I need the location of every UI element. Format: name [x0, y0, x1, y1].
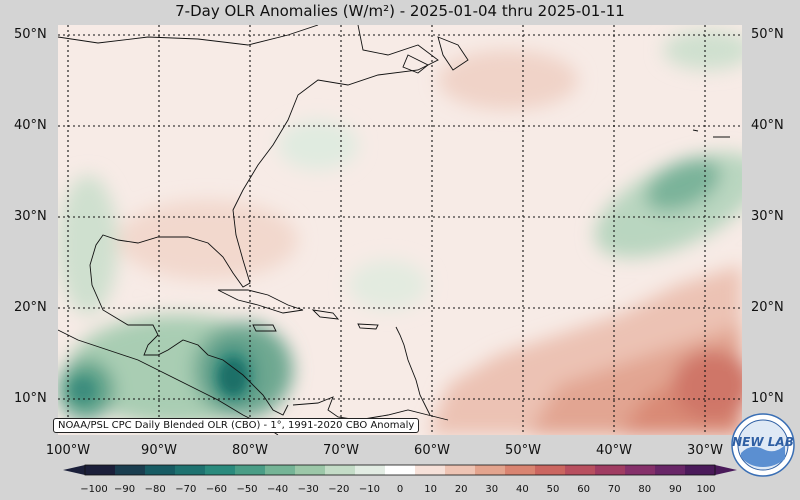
colorbar-tick-label: 0: [396, 484, 404, 495]
colorbar-tick-label: 90: [669, 484, 682, 495]
colorbar-tick-label: −30: [297, 484, 319, 495]
map-panel: [58, 25, 742, 435]
lon-label-90w: 90°W: [141, 443, 177, 458]
lon-label-100w: 100°W: [45, 443, 91, 458]
colorbar-tick-label: 40: [516, 484, 529, 495]
colorbar-cell: [655, 465, 686, 475]
colorbar-cell: [295, 465, 326, 475]
colorbar-tick-label: −80: [144, 484, 166, 495]
colorbar-cell: [565, 465, 596, 475]
colorbar-tick-label: 60: [577, 484, 590, 495]
lat-label-left-10n: 10°N: [14, 391, 47, 406]
colorbar-cell: [685, 465, 716, 475]
colorbar-cell: [325, 465, 356, 475]
noaa-logo-icon: NEW LAB: [731, 413, 795, 477]
colorbar-cell: [475, 465, 506, 475]
colorbar-cell: [205, 465, 236, 475]
lon-label-40w: 40°W: [596, 443, 632, 458]
lat-label-left-20n: 20°N: [14, 300, 47, 315]
colorbar-cell: [145, 465, 176, 475]
lon-label-80w: 80°W: [232, 443, 268, 458]
colorbar-tick-label: 70: [607, 484, 621, 495]
colorbar-cell: [535, 465, 566, 475]
colorbar-tick-label: −10: [358, 484, 380, 495]
lon-label-60w: 60°W: [414, 443, 450, 458]
lon-label-70w: 70°W: [323, 443, 359, 458]
colorbar-min-arrow: [63, 465, 85, 475]
colorbar-tick-label: −60: [205, 484, 227, 495]
colorbar-tick-label: 50: [546, 484, 560, 495]
lat-label-left-40n: 40°N: [14, 118, 47, 133]
lon-label-30w: 30°W: [687, 443, 723, 458]
logo-text: NEW LAB: [732, 435, 794, 449]
graticule: [58, 25, 742, 435]
data-source-credit: NOAA/PSL CPC Daily Blended OLR (CBO) - 1…: [53, 418, 420, 433]
lat-label-right-10n: 10°N: [751, 391, 784, 406]
colorbar-cell: [355, 465, 386, 475]
colorbar-tick-label: −90: [114, 484, 136, 495]
lat-label-left-30n: 30°N: [14, 209, 47, 224]
colorbar-cell: [505, 465, 536, 475]
olr-anomaly-field: [58, 25, 742, 435]
lat-label-right-40n: 40°N: [751, 118, 784, 133]
lat-label-right-20n: 20°N: [751, 300, 784, 315]
colorbar-tick-label: 100: [696, 484, 716, 495]
lat-label-right-30n: 30°N: [751, 209, 784, 224]
colorbar-cell: [625, 465, 656, 475]
colorbar: [63, 464, 737, 476]
colorbar-cell: [445, 465, 476, 475]
colorbar-tick-label: −20: [328, 484, 350, 495]
colorbar-cell: [415, 465, 446, 475]
colorbar-cell: [235, 465, 266, 475]
colorbar-max-arrow: [715, 465, 737, 475]
colorbar-tick-label: −50: [236, 484, 258, 495]
lon-label-50w: 50°W: [505, 443, 541, 458]
colorbar-cell: [115, 465, 146, 475]
colorbar-cell: [85, 465, 116, 475]
map-title: 7-Day OLR Anomalies (W/m²) - 2025-01-04 …: [175, 2, 625, 20]
colorbar-cell: [595, 465, 626, 475]
lat-label-left-50n: 50°N: [14, 27, 47, 42]
colorbar-tick-label: 20: [454, 484, 468, 495]
colorbar-tick-label: 80: [638, 484, 652, 495]
colorbar-tick-label: −100: [80, 484, 108, 495]
colorbar-tick-label: −70: [175, 484, 197, 495]
colorbar-tick-label: 30: [485, 484, 499, 495]
anomaly-shading: [58, 30, 742, 435]
colorbar-tick-label: −40: [267, 484, 289, 495]
colorbar-cell: [385, 465, 416, 475]
lat-label-right-50n: 50°N: [751, 27, 784, 42]
colorbar-cell: [265, 465, 296, 475]
colorbar-tick-label: 10: [424, 484, 437, 495]
colorbar-cell: [175, 465, 206, 475]
